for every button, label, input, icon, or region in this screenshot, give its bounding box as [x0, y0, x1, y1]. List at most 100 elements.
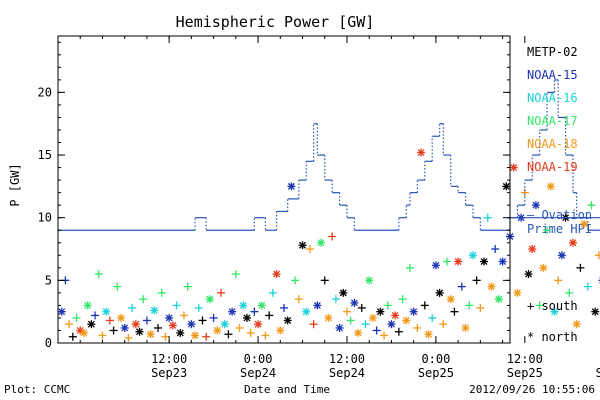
- data-point-stroke: [80, 329, 88, 337]
- data-point: [346, 316, 355, 325]
- data-point: [413, 323, 422, 332]
- data-point: [287, 182, 296, 191]
- data-point: [205, 295, 214, 304]
- data-point: [339, 288, 348, 297]
- data-point: [324, 313, 333, 322]
- data-point-stroke: [387, 320, 395, 328]
- data-point: [179, 311, 188, 320]
- data-point: [198, 316, 207, 325]
- data-point-stroke: [313, 301, 321, 309]
- data-point: [268, 288, 277, 297]
- data-point: [531, 201, 540, 210]
- data-point: [402, 316, 411, 325]
- data-point: [361, 320, 370, 329]
- data-point: [202, 332, 211, 341]
- legend-entry: NOAA-19: [527, 160, 578, 174]
- data-point: [283, 316, 292, 325]
- y-tick-label: 10: [38, 211, 52, 225]
- data-point: [320, 276, 329, 285]
- data-point: [528, 245, 537, 254]
- data-point: [383, 301, 392, 310]
- data-point: [543, 226, 552, 235]
- data-point: [276, 326, 285, 335]
- data-point: [454, 257, 463, 266]
- data-point-stroke: [324, 314, 332, 322]
- data-point-stroke: [376, 308, 384, 316]
- data-point: [294, 295, 303, 304]
- data-point: [357, 303, 366, 312]
- data-point: [342, 307, 351, 316]
- data-point-stroke: [469, 251, 477, 259]
- data-point: [102, 307, 111, 316]
- data-point: [431, 261, 440, 270]
- data-point: [57, 307, 66, 316]
- data-point-stroke: [150, 306, 158, 314]
- data-point-stroke: [569, 239, 577, 247]
- data-point: [583, 282, 592, 291]
- data-point-stroke: [436, 289, 444, 297]
- data-point: [265, 311, 274, 320]
- data-point-stroke: [510, 164, 518, 172]
- data-point: [335, 323, 344, 332]
- data-point-stroke: [462, 324, 470, 332]
- data-point: [113, 282, 122, 291]
- legend-entry: METP-02: [527, 45, 578, 59]
- data-point-stroke: [417, 149, 425, 156]
- chart-title: Hemispheric Power [GW]: [176, 13, 375, 31]
- legend-entry: NOAA-16: [527, 91, 578, 105]
- data-point: [305, 245, 314, 254]
- data-point: [239, 301, 248, 310]
- data-point: [468, 251, 477, 260]
- data-point: [487, 282, 496, 291]
- data-point: [424, 330, 433, 339]
- data-point-stroke: [550, 308, 558, 316]
- data-point: [168, 321, 177, 330]
- data-point: [124, 333, 133, 342]
- data-point-stroke: [58, 308, 66, 316]
- data-point: [302, 307, 311, 316]
- data-point: [594, 251, 600, 260]
- data-point: [524, 270, 533, 279]
- data-point: [465, 301, 474, 310]
- data-point-stroke: [165, 314, 173, 322]
- data-point: [557, 251, 566, 260]
- data-point-stroke: [350, 299, 358, 307]
- data-point: [235, 323, 244, 332]
- data-point-stroke: [276, 327, 284, 334]
- data-point: [272, 270, 281, 279]
- data-point: [405, 263, 414, 272]
- data-point: [580, 219, 589, 228]
- plot-frame: [57, 35, 511, 344]
- data-point: [317, 238, 326, 247]
- plot-timestamp: 2012/09/26 10:55:06: [469, 383, 595, 396]
- data-point-stroke: [258, 301, 266, 309]
- data-point-stroke: [213, 327, 221, 334]
- data-point-stroke: [273, 270, 281, 278]
- data-point: [417, 148, 426, 157]
- data-point: [231, 270, 240, 279]
- data-point: [261, 331, 270, 340]
- data-point: [135, 327, 144, 336]
- data-point-stroke: [243, 314, 251, 322]
- ovation-label-line1: — Ovation: [527, 208, 592, 222]
- data-point: [257, 301, 266, 310]
- x-tick-label-time: 0:00: [421, 352, 450, 366]
- data-point: [328, 232, 337, 241]
- data-point: [387, 320, 396, 329]
- data-point: [409, 307, 418, 316]
- data-point-stroke: [539, 264, 547, 272]
- data-point: [176, 328, 185, 337]
- data-point-stroke: [228, 308, 236, 316]
- x-tick-label-date: Sep26: [596, 366, 600, 380]
- data-point: [480, 257, 489, 266]
- axes: 0510152012:00Sep230:00Sep2412:00Sep240:0…: [38, 35, 600, 380]
- data-point: [250, 307, 259, 316]
- data-point-stroke: [339, 289, 347, 297]
- y-tick-label: 0: [45, 336, 52, 350]
- data-point: [150, 306, 159, 315]
- data-point: [209, 313, 218, 322]
- data-point: [372, 326, 381, 335]
- data-point: [446, 295, 455, 304]
- y-axis-label: P [GW]: [8, 163, 22, 206]
- data-point-stroke: [317, 239, 325, 247]
